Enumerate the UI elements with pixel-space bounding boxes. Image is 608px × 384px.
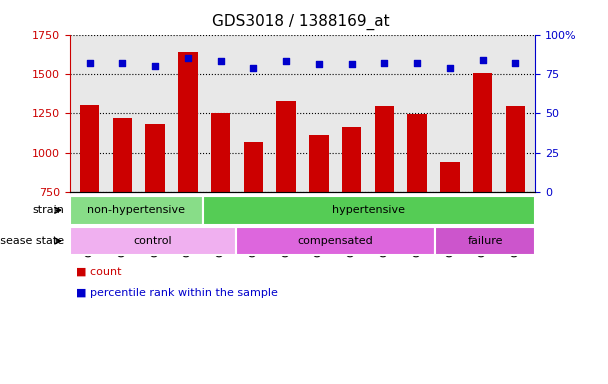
Bar	[211, 113, 230, 310]
Text: compensated: compensated	[298, 236, 373, 246]
Point	[117, 60, 127, 66]
Bar	[473, 73, 492, 310]
Point	[347, 61, 356, 68]
Text: failure: failure	[468, 236, 503, 246]
Point	[412, 60, 422, 66]
Text: GDS3018 / 1388169_at: GDS3018 / 1388169_at	[212, 13, 390, 30]
Bar	[407, 114, 427, 310]
Point	[379, 60, 389, 66]
Bar	[506, 106, 525, 310]
Text: non-hypertensive: non-hypertensive	[88, 205, 185, 215]
Text: hypertensive: hypertensive	[333, 205, 406, 215]
Point	[478, 57, 488, 63]
Point	[183, 55, 193, 61]
Point	[249, 65, 258, 71]
Bar	[244, 142, 263, 310]
Bar	[440, 162, 460, 310]
Point	[216, 58, 226, 65]
Point	[314, 61, 323, 68]
Text: ■ percentile rank within the sample: ■ percentile rank within the sample	[76, 288, 278, 298]
Point	[282, 58, 291, 65]
Bar	[276, 101, 296, 310]
Point	[511, 60, 520, 66]
Bar	[178, 52, 198, 310]
Point	[445, 65, 455, 71]
Bar	[80, 106, 99, 310]
Text: ■ count: ■ count	[76, 267, 122, 277]
Bar	[342, 127, 361, 310]
Point	[85, 60, 94, 66]
Text: disease state: disease state	[0, 236, 64, 246]
Text: strain: strain	[32, 205, 64, 215]
Bar	[375, 106, 394, 310]
Text: control: control	[134, 236, 172, 246]
Bar	[112, 118, 132, 310]
Point	[150, 63, 160, 69]
Bar	[145, 124, 165, 310]
Bar	[309, 134, 329, 310]
